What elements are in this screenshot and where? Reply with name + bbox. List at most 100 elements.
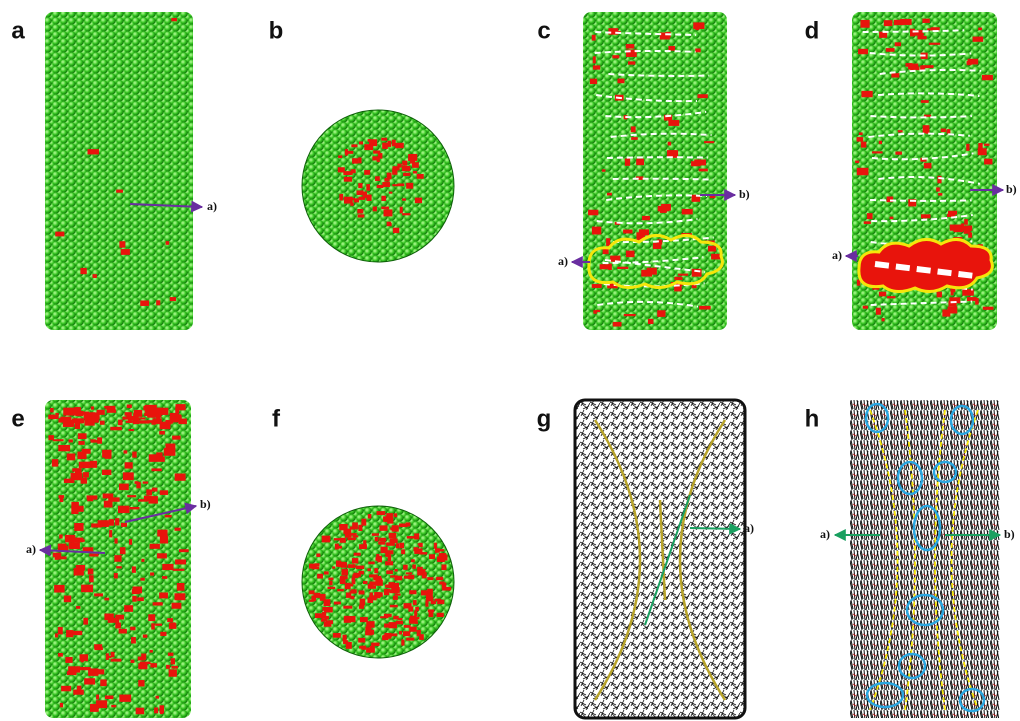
red-particles <box>406 638 414 641</box>
red-particles <box>661 204 671 211</box>
red-particles <box>860 169 865 174</box>
red-particles <box>118 420 122 426</box>
red-particles <box>402 198 406 200</box>
red-particles <box>132 452 136 458</box>
red-particles <box>900 19 912 25</box>
red-particles <box>394 569 397 571</box>
red-particles <box>358 638 365 643</box>
red-particles <box>411 559 415 562</box>
red-particles <box>58 445 70 451</box>
red-particles <box>396 543 399 548</box>
red-particles <box>359 197 366 200</box>
red-particles <box>400 207 403 214</box>
red-particles <box>403 631 410 636</box>
red-particles <box>695 48 700 52</box>
red-particles <box>368 561 374 564</box>
artwork: aa)bcb)a)db)a)eb)a)fga)ha)b) <box>11 12 1016 718</box>
red-particles <box>359 605 364 609</box>
red-particles <box>80 268 86 274</box>
red-particles <box>381 207 389 210</box>
red-particles <box>386 542 395 545</box>
annotation: b) <box>739 187 750 201</box>
red-particles <box>941 129 946 132</box>
crack-line <box>613 179 714 180</box>
red-particles <box>170 622 176 625</box>
red-particles <box>967 61 972 65</box>
red-particles <box>157 530 167 537</box>
red-particles <box>861 91 872 97</box>
red-particles <box>96 695 99 700</box>
annotation: b) <box>1006 182 1017 196</box>
red-particles <box>704 141 714 143</box>
red-particles <box>335 544 339 550</box>
red-particles <box>171 658 175 664</box>
red-particles <box>348 564 356 568</box>
panel: aa) <box>11 12 217 330</box>
red-particles <box>160 709 163 715</box>
red-particles <box>864 221 871 224</box>
red-particles <box>78 441 84 445</box>
red-particles <box>87 495 98 499</box>
red-particles <box>414 610 417 616</box>
red-particles <box>344 173 353 175</box>
red-particles <box>393 596 398 600</box>
red-particles <box>55 554 60 560</box>
red-particles <box>606 238 610 246</box>
red-particles <box>81 585 93 593</box>
red-particles <box>155 624 162 626</box>
red-particles <box>693 22 704 29</box>
red-particles <box>131 637 136 643</box>
red-particles <box>895 152 902 155</box>
red-particles <box>341 569 348 576</box>
red-particles <box>410 158 415 163</box>
red-particles <box>337 562 341 564</box>
red-particles <box>344 197 353 204</box>
red-particles <box>406 522 411 526</box>
red-particles <box>171 18 177 21</box>
red-particles <box>160 632 166 636</box>
red-particles <box>94 644 102 648</box>
red-particles <box>636 159 644 166</box>
red-particles <box>172 603 182 609</box>
red-particles <box>175 473 186 480</box>
red-particles <box>91 412 99 419</box>
red-particles <box>403 173 410 176</box>
red-particles <box>427 589 433 594</box>
red-particles <box>612 55 619 58</box>
red-particles <box>602 169 606 171</box>
red-particles <box>311 596 316 602</box>
red-particles <box>109 530 112 537</box>
red-particles <box>114 573 118 578</box>
red-particles <box>162 576 167 579</box>
red-particles <box>156 456 164 461</box>
red-particles <box>390 539 398 543</box>
red-particles <box>387 222 391 226</box>
red-particles <box>392 184 397 186</box>
red-particles <box>143 635 148 638</box>
red-particles <box>78 433 87 439</box>
red-particles <box>156 300 160 305</box>
red-particles <box>363 581 368 584</box>
red-particles <box>409 590 416 594</box>
red-particles <box>657 310 665 317</box>
red-particles <box>97 437 102 443</box>
red-particles <box>398 618 403 620</box>
red-particles <box>104 614 113 621</box>
red-particles <box>96 700 107 708</box>
red-particles <box>887 296 895 298</box>
red-particles <box>375 537 379 541</box>
red-particles <box>345 583 351 589</box>
red-particles <box>592 284 602 288</box>
red-particles <box>93 274 97 278</box>
red-particles <box>132 589 140 594</box>
red-particles <box>131 660 135 663</box>
arrow <box>690 528 740 529</box>
red-particles <box>409 618 418 624</box>
red-particles <box>123 472 134 480</box>
red-particles <box>175 528 181 531</box>
red-particles <box>384 589 389 595</box>
red-particles <box>624 314 636 316</box>
panel: ha)b) <box>805 400 1015 718</box>
red-particles <box>387 173 392 180</box>
red-particles <box>982 75 993 80</box>
